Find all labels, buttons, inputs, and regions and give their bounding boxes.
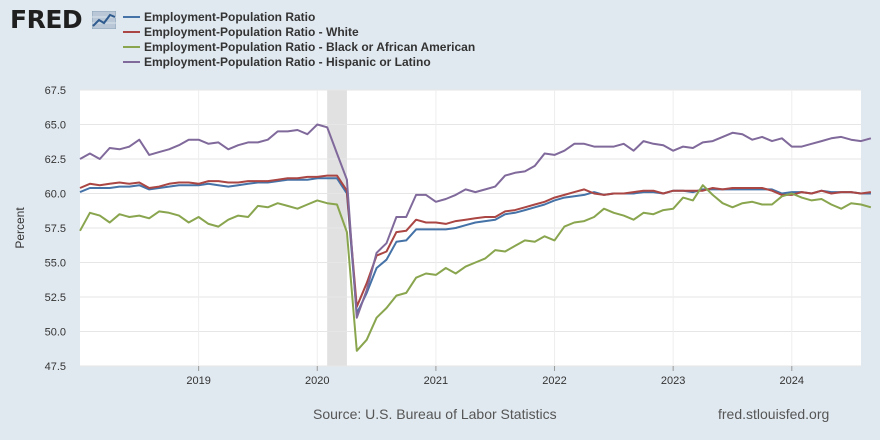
- legend-label: Employment-Population Ratio - Black or A…: [144, 40, 476, 54]
- y-tick-label: 65.0: [45, 120, 66, 132]
- x-tick-label: 2020: [305, 375, 329, 387]
- x-tick-label: 2021: [424, 375, 448, 387]
- source-note: Source: U.S. Bureau of Labor Statistics: [313, 406, 557, 422]
- x-tick-label: 2019: [186, 375, 210, 387]
- legend-swatch: [123, 46, 140, 48]
- series-line-0: [79, 177, 871, 315]
- legend-item[interactable]: Employment-Population Ratio - Black or A…: [123, 40, 475, 54]
- legend-item[interactable]: Employment-Population Ratio - Hispanic o…: [123, 55, 475, 69]
- legend-label: Employment-Population Ratio - White: [144, 25, 359, 39]
- y-tick-label: 50.0: [45, 327, 66, 339]
- y-tick-label: 55.0: [45, 258, 66, 270]
- x-tick-label: 2023: [661, 375, 685, 387]
- legend-item[interactable]: Employment-Population Ratio - White: [123, 25, 475, 39]
- y-axis-label: Percent: [13, 207, 27, 249]
- x-tick-label: 2024: [780, 375, 804, 387]
- site-url[interactable]: fred.stlouisfed.org: [718, 406, 830, 422]
- y-tick-label: 52.5: [45, 292, 66, 304]
- series-layer: [79, 123, 872, 352]
- series-line-2: [79, 184, 872, 352]
- legend-label: Employment-Population Ratio - Hispanic o…: [144, 55, 431, 69]
- fred-logo-text: FRED: [10, 5, 83, 34]
- x-tick-label: 2022: [542, 375, 566, 387]
- y-tick-label: 60.0: [45, 189, 66, 201]
- legend: Employment-Population Ratio Employment-P…: [123, 10, 475, 70]
- y-tick-label: 67.5: [45, 85, 66, 97]
- legend-swatch: [123, 61, 140, 63]
- legend-item[interactable]: Employment-Population Ratio: [123, 10, 475, 24]
- legend-swatch: [123, 16, 140, 18]
- y-tick-label: 62.5: [45, 154, 66, 166]
- chart: 47.5 50.0 52.5 55.0 57.5 60.0 62.5 65.0 67.5 2019…: [13, 85, 872, 387]
- axis-layer: 47.5 50.0 52.5 55.0 57.5 60.0 62.5 65.0 67.5 2019…: [45, 85, 804, 387]
- y-tick-label: 47.5: [45, 361, 66, 373]
- legend-label: Employment-Population Ratio: [144, 10, 316, 24]
- legend-swatch: [123, 31, 140, 33]
- series-line-1: [79, 174, 872, 308]
- series-line-3: [79, 123, 872, 319]
- y-tick-label: 57.5: [45, 223, 66, 235]
- grid-layer: [80, 89, 861, 367]
- fred-graph-icon: [92, 11, 116, 29]
